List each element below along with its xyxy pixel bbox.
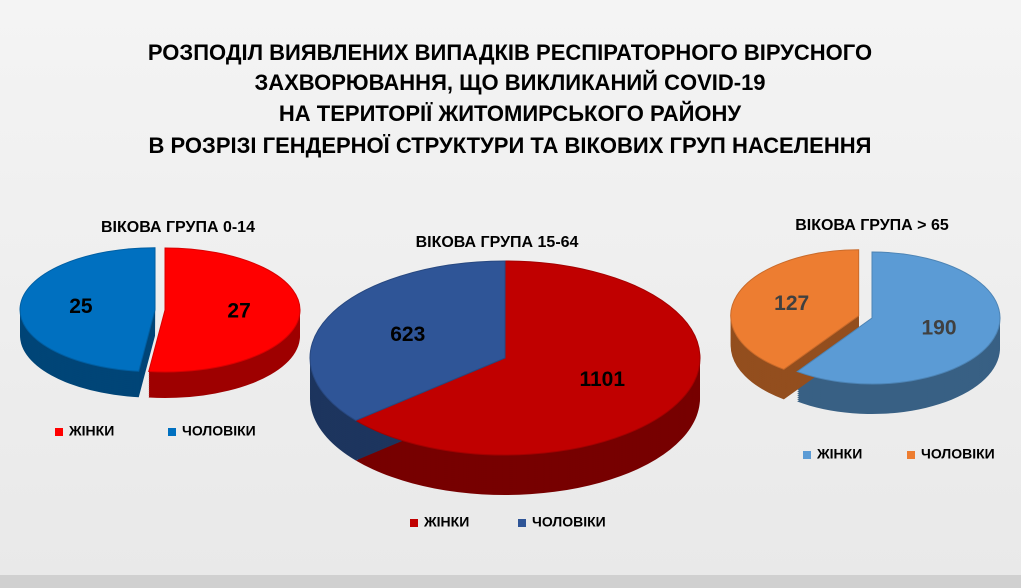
value-label: 1101 <box>579 368 625 391</box>
bottom-bar <box>0 575 1021 588</box>
legend-label: ЧОЛОВІКИ <box>921 446 995 462</box>
pie-slice <box>796 251 1001 385</box>
pie-title: ВІКОВА ГРУПА > 65 <box>795 217 949 234</box>
pie-slice <box>354 260 701 456</box>
legend-marker <box>410 519 418 527</box>
title-line: РОЗПОДІЛ ВИЯВЛЕНИХ ВИПАДКІВ РЕСПІРАТОРНО… <box>148 40 872 65</box>
legend-marker <box>907 451 915 459</box>
value-label: 127 <box>774 292 809 315</box>
legend-label: ЖІНКИ <box>423 514 469 530</box>
pie-slice <box>19 247 156 372</box>
pie-title: ВІКОВА ГРУПА 15-64 <box>416 234 579 251</box>
value-label: 623 <box>390 323 425 346</box>
legend-label: ЖІНКИ <box>816 446 862 462</box>
title-line: В РОЗРІЗІ ГЕНДЕРНОЇ СТРУКТУРИ ТА ВІКОВИХ… <box>149 133 872 158</box>
title-line: ЗАХВОРЮВАННЯ, ЩО ВИКЛИКАНИЙ COVID-19 <box>254 70 765 95</box>
value-label: 27 <box>227 300 250 323</box>
pie-slice <box>309 260 506 422</box>
legend-marker <box>803 451 811 459</box>
pie-slice <box>730 249 860 370</box>
pie-title: ВІКОВА ГРУПА 0-14 <box>101 219 255 236</box>
legend-label: ЧОЛОВІКИ <box>182 423 256 439</box>
value-label: 190 <box>921 317 956 340</box>
legend-marker <box>55 428 63 436</box>
legend-marker <box>518 519 526 527</box>
legend-marker <box>168 428 176 436</box>
legend-label: ЧОЛОВІКИ <box>532 514 606 530</box>
legend-label: ЖІНКИ <box>68 423 114 439</box>
pie-slice <box>148 247 301 373</box>
value-label: 25 <box>69 295 93 318</box>
title-line: НА ТЕРИТОРІЇ ЖИТОМИРСЬКОГО РАЙОНУ <box>279 101 742 126</box>
